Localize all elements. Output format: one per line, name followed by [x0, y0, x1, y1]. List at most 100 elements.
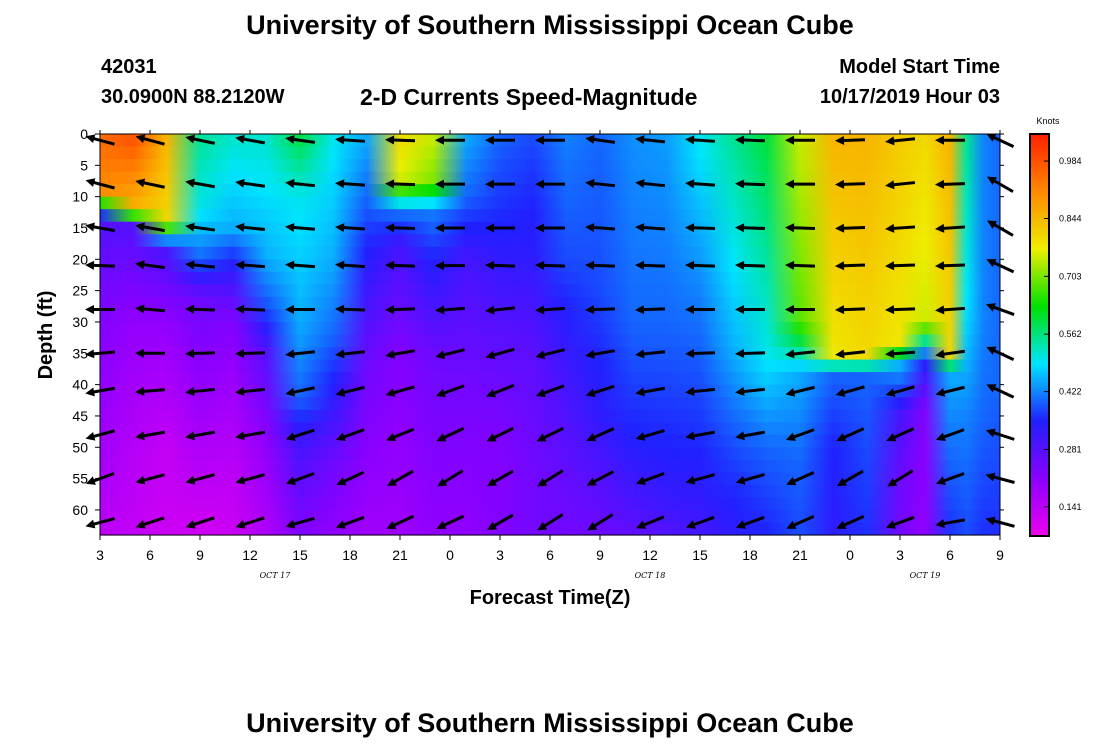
current-vector [285, 428, 315, 441]
current-vector [636, 515, 665, 529]
heatmap-band [100, 434, 1000, 448]
current-vector [437, 469, 464, 487]
current-vector [435, 179, 465, 189]
heatmap-band [100, 459, 1000, 473]
current-vector [735, 135, 766, 145]
x-tick-label: 15 [692, 547, 708, 563]
current-vector [735, 179, 766, 189]
current-vector [835, 385, 865, 397]
current-vector [785, 428, 815, 442]
current-vector [785, 304, 815, 314]
current-vector [386, 427, 415, 442]
current-vector [487, 469, 514, 487]
current-vector [285, 304, 315, 314]
y-axis-title: Depth (ft) [35, 291, 57, 380]
current-vector [886, 427, 915, 442]
current-vector [586, 470, 614, 486]
heatmap-band [100, 184, 1000, 198]
x-tick-label: 6 [146, 547, 154, 563]
x-tick-label: 9 [196, 547, 204, 563]
current-vector [836, 427, 865, 442]
station-coordinates: 30.0900N 88.2120W [101, 86, 285, 108]
current-vector [235, 178, 266, 188]
current-vector [85, 472, 115, 485]
y-tick-label: 60 [72, 502, 88, 518]
date-label: OCT 18 [635, 571, 666, 580]
current-vector [785, 385, 815, 397]
chart-subtitle: 2-D Currents Speed-Magnitude [360, 84, 698, 110]
current-vector [335, 349, 366, 359]
current-vector [985, 472, 1015, 484]
current-vector [85, 386, 116, 397]
current-vector [135, 473, 165, 485]
heatmap-band [100, 284, 1000, 298]
current-vectors [85, 133, 1015, 531]
y-tick-label: 35 [72, 345, 88, 361]
current-vector [987, 176, 1014, 193]
current-vector [885, 385, 915, 397]
current-vector [535, 384, 565, 398]
current-vector [635, 386, 666, 397]
current-vector [85, 134, 115, 146]
current-vector [887, 469, 914, 487]
current-vector [935, 223, 966, 233]
current-vector [385, 260, 416, 270]
current-vector [635, 472, 665, 485]
current-vector [485, 260, 516, 270]
current-vector [685, 430, 716, 441]
heatmap-band [100, 246, 1000, 260]
x-tick-label: 3 [896, 547, 904, 563]
current-vector [785, 223, 816, 233]
y-tick-label: 10 [72, 189, 88, 205]
current-vector [586, 427, 615, 442]
heatmap-band [100, 447, 1000, 461]
current-vector [435, 384, 465, 398]
current-vector [235, 134, 266, 145]
current-vector [335, 304, 366, 314]
heatmap [100, 134, 1000, 536]
current-vector [935, 135, 965, 145]
current-vector [585, 349, 616, 359]
current-vector [485, 179, 515, 189]
current-vector [786, 471, 815, 486]
current-vector [335, 179, 366, 189]
current-vector [485, 305, 516, 315]
current-vector [635, 260, 666, 270]
x-tick-label: 3 [96, 547, 104, 563]
colorbar-unit: Knots [1036, 116, 1060, 126]
current-vector [385, 305, 416, 315]
date-label: OCT 17 [260, 571, 292, 580]
current-vector [585, 384, 615, 398]
current-vector [585, 260, 616, 270]
current-vector [135, 304, 166, 314]
colorbar-tick-label: 0.422 [1059, 387, 1082, 397]
current-vector [786, 514, 815, 530]
current-vector [385, 135, 416, 145]
current-vector [185, 304, 216, 314]
current-vector [585, 179, 616, 188]
current-vector [735, 515, 765, 529]
current-vector [135, 260, 166, 270]
current-vector [235, 260, 266, 270]
current-vector [885, 349, 916, 359]
current-vector [685, 223, 716, 233]
current-vector [285, 516, 315, 529]
current-vector [135, 134, 165, 146]
y-tick-label: 55 [72, 471, 88, 487]
model-start-label: Model Start Time [839, 56, 1000, 78]
current-vector [835, 349, 866, 359]
x-tick-label: 15 [292, 547, 308, 563]
current-vector [435, 135, 465, 145]
x-tick-label: 21 [792, 547, 808, 563]
heatmap-band [100, 159, 1000, 173]
current-vector [235, 516, 265, 529]
current-vector [387, 469, 414, 487]
current-vector [735, 430, 766, 441]
current-vector [935, 179, 966, 189]
current-vector [785, 349, 816, 359]
current-vector [885, 223, 916, 233]
current-vector [935, 349, 966, 359]
current-vector [585, 134, 616, 144]
current-vector [585, 305, 616, 315]
current-vector [485, 347, 515, 360]
